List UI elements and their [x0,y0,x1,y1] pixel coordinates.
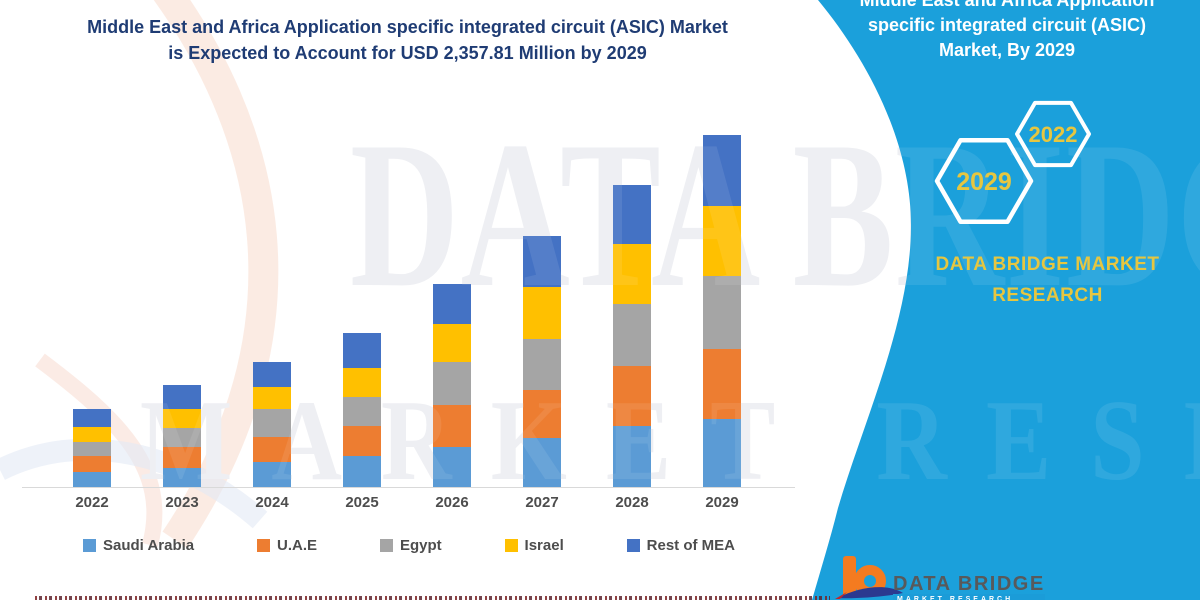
bar-segment-saudi-arabia-2025 [343,456,381,487]
bar-segment-egypt-2027 [523,339,561,390]
bar-segment-saudi-arabia-2028 [613,425,651,487]
legend-label-u-a-e: U.A.E [277,537,318,554]
logo-b-stem [843,556,856,596]
stacked-bar-2024 [253,361,291,487]
bar-segment-israel-2022 [73,426,111,442]
legend-item-rest-of-mea: Rest of MEA [626,537,735,554]
bar-segment-saudi-arabia-2029 [703,419,741,487]
bar-segment-egypt-2028 [613,304,651,367]
bar-segment-israel-2029 [703,205,741,277]
bar-segment-israel-2028 [613,243,651,305]
stacked-bar-2026 [433,284,471,487]
legend-swatch-u-a-e [257,539,271,552]
bar-segment-saudi-arabia-2022 [73,472,111,487]
bar-segment-israel-2023 [163,408,201,429]
bar-segment-u-a-e-2025 [343,425,381,457]
bar-segment-egypt-2029 [703,276,741,350]
bar-segment-u-a-e-2022 [73,456,111,473]
bar-segment-rest-of-mea-2022 [73,409,111,427]
stacked-bar-2025 [343,333,381,487]
bar-segment-u-a-e-2026 [433,404,471,447]
legend-swatch-rest-of-mea [626,539,640,552]
stacked-bar-2022 [73,409,111,487]
legend-swatch-egypt [379,539,393,552]
bar-segment-egypt-2022 [73,441,111,457]
legend-label-israel: Israel [524,537,564,554]
x-axis-label-2024: 2024 [255,494,289,511]
legend-label-egypt: Egypt [399,537,442,554]
legend-item-u-a-e: U.A.E [257,537,317,554]
footer-logo-sub: MARKET RESEARCH [897,596,1013,600]
legend-label-saudi-arabia: Saudi Arabia [103,537,195,554]
stacked-bar-2029 [703,135,741,487]
legend-item-saudi-arabia: Saudi Arabia [83,537,194,554]
bar-segment-egypt-2026 [433,362,471,405]
bar-segment-rest-of-mea-2026 [433,284,471,325]
legend-item-egypt: Egypt [379,537,442,554]
bar-segment-saudi-arabia-2023 [163,467,201,487]
x-axis-label-2028: 2028 [615,494,649,511]
bar-segment-u-a-e-2024 [253,437,291,462]
x-axis-label-2023: 2023 [165,494,199,511]
bar-segment-rest-of-mea-2024 [253,361,291,387]
bar-segment-u-a-e-2029 [703,349,741,420]
legend-swatch-israel [504,539,518,552]
chart-title-line2: is Expected to Account for USD 2,357.81 … [168,43,647,63]
stacked-bar-2027 [523,236,561,487]
legend-item-israel: Israel [504,537,564,554]
bar-segment-u-a-e-2028 [613,366,651,426]
chart-legend: Saudi Arabia U.A.E Egypt Israel Rest of MEA [83,537,735,554]
bar-segment-egypt-2024 [253,409,291,437]
bar-segment-israel-2025 [343,367,381,398]
legend-label-rest-of-mea: Rest of MEA [646,537,735,554]
bar-segment-rest-of-mea-2027 [523,236,561,287]
bar-segment-rest-of-mea-2029 [703,135,741,206]
x-axis-label-2025: 2025 [345,494,379,511]
bar-segment-egypt-2025 [343,397,381,426]
bar-segment-israel-2026 [433,324,471,363]
stacked-bar-2023 [163,384,201,487]
bottom-cutoff-text-strip [35,596,830,600]
bar-segment-rest-of-mea-2023 [163,384,201,409]
footer-logo: DATA BRIDGE MARKET RESEARCH [835,556,1045,600]
bar-segment-israel-2027 [523,286,561,340]
bar-segment-u-a-e-2023 [163,447,201,468]
x-axis-label-2029: 2029 [705,494,739,511]
bar-segment-rest-of-mea-2028 [613,184,651,244]
stacked-bar-2028 [613,184,651,487]
x-axis-label-2027: 2027 [525,494,559,511]
bar-segment-israel-2024 [253,387,291,410]
bar-segment-rest-of-mea-2025 [343,333,381,368]
legend-swatch-saudi-arabia [83,539,96,552]
x-axis-label-2026: 2026 [435,494,469,511]
x-axis-line [22,487,795,488]
bar-segment-saudi-arabia-2027 [523,437,561,487]
x-axis-label-2022: 2022 [75,494,109,511]
bar-segment-u-a-e-2027 [523,389,561,438]
bar-segment-saudi-arabia-2026 [433,446,471,487]
bar-segment-saudi-arabia-2024 [253,461,291,487]
footer-logo-brand: DATA BRIDGE [893,573,1045,595]
bar-segment-egypt-2023 [163,428,201,448]
